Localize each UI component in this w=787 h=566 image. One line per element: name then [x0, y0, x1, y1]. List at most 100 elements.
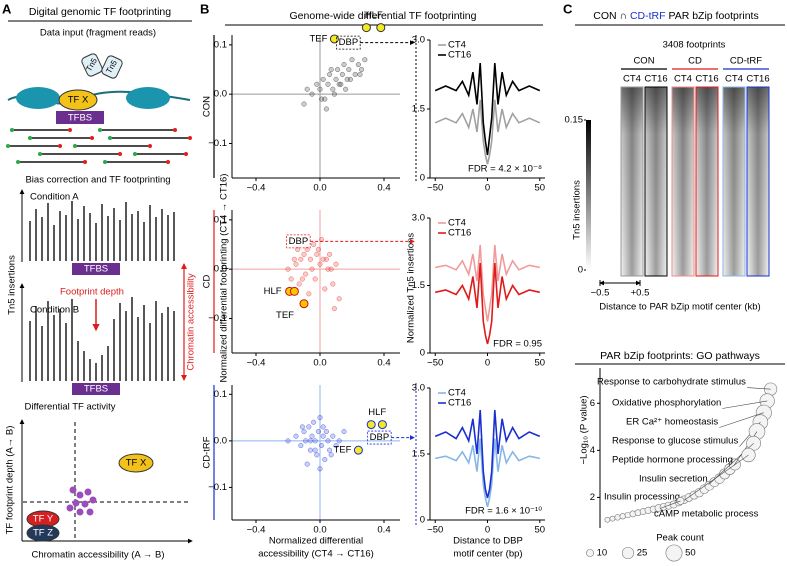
step-title: Data input (fragment reads) [40, 28, 156, 39]
chart-title: PAR bZip footprints: GO pathways [600, 350, 760, 362]
x-tick-label: 0.0 [313, 525, 326, 536]
tf-label: TF X [68, 95, 89, 106]
data-point [319, 442, 325, 449]
panel-b: B Genome-wide differential TF footprinti… [200, 1, 543, 560]
data-point [336, 438, 342, 444]
bubble [609, 515, 616, 522]
tn5 [81, 53, 103, 77]
panel-title: Genome-wide differential TF footprinting [290, 10, 477, 22]
legend-bubble [586, 549, 594, 557]
x-tick-label: 50 [534, 358, 545, 369]
legend-bubble [621, 546, 635, 560]
pathway-label: Response to glucose stimulus [612, 436, 738, 447]
highlight-point [299, 299, 309, 309]
tn5 [101, 55, 123, 79]
panel-label: C [563, 1, 573, 16]
colorbar-title: Tn5 insertions [572, 180, 583, 240]
x-tick-label: −0.4 [247, 183, 266, 194]
tfbs-label: TFBS [84, 384, 108, 395]
data-point [293, 433, 299, 439]
point-label: HLF [365, 10, 383, 21]
heatmap-center [621, 87, 643, 276]
x-tick-label: 0.4 [377, 183, 390, 194]
legend-label: 50 [685, 548, 696, 559]
data-point [304, 86, 310, 92]
highlight-point [366, 420, 376, 430]
heatmap-center [696, 87, 718, 276]
data-point [330, 86, 336, 92]
legend-label: 10 [597, 548, 608, 559]
legend-title: Peak count [656, 533, 704, 544]
highlight-point [361, 23, 371, 33]
title-part: CD-tRF [630, 10, 666, 22]
highlight-point [353, 445, 363, 455]
highlight-point [376, 23, 386, 33]
data-point [338, 81, 344, 87]
y-axis-label: Tn5 insertions [7, 255, 18, 315]
data-point [307, 438, 313, 444]
point-label: TEF [333, 445, 351, 456]
column-label: CT4 [674, 74, 692, 85]
nucleosome [126, 87, 170, 109]
point-label: DBP [339, 37, 359, 48]
x-axis-label: Normalized differential [269, 536, 363, 547]
data-point [320, 76, 326, 82]
point-label: TEF [276, 310, 294, 321]
legend-label: 25 [637, 548, 648, 559]
profile-line [434, 62, 541, 156]
insertion-bars [29, 201, 175, 261]
legend-bubble [665, 544, 683, 562]
x-axis-label: Chromatin accessibility (A → B) [31, 550, 164, 561]
x-tick-label: 0 [485, 525, 490, 536]
point-label: HLF [264, 286, 282, 297]
pathway-label: Insulin secretion [639, 474, 708, 485]
point-label: DBP [370, 432, 390, 443]
tf-z [26, 524, 60, 542]
legend-label: CT4 [448, 388, 466, 399]
y-tick-label: 0.1 [214, 389, 227, 400]
data-point [317, 466, 323, 472]
legend-label: CT16 [448, 50, 471, 61]
data-point [328, 452, 334, 458]
data-point [299, 424, 305, 430]
data-point [285, 266, 291, 272]
annotation: FDR = 0.95 [493, 339, 542, 350]
y-tick-label: 0.0 [214, 89, 227, 100]
heatmap-center [723, 87, 745, 276]
highlight-point [289, 286, 299, 296]
tf-x [58, 89, 98, 111]
tfbs [56, 111, 104, 124]
x-tick-label: 0.4 [377, 525, 390, 536]
y-axis-label: Normalized Tn5 insertions [406, 233, 417, 343]
data-point [335, 66, 341, 73]
y-tick-label: −0.1 [208, 138, 227, 149]
data-point [299, 276, 305, 282]
data-point [327, 71, 333, 77]
column-label: CT4 [725, 74, 743, 85]
data-point [352, 71, 358, 77]
column-label: CT4 [623, 74, 641, 85]
x-tick-label: 0.0 [313, 183, 326, 194]
heatmap-frame [695, 86, 719, 277]
data-point [295, 246, 301, 252]
data-point [333, 76, 339, 82]
bubble [604, 516, 611, 523]
data-point [323, 106, 329, 112]
bubble [619, 513, 626, 520]
data-point [339, 71, 345, 77]
data-point [285, 438, 291, 444]
data-point [322, 456, 328, 463]
reads [8, 129, 190, 163]
label-box [367, 430, 392, 445]
x-tick-label: −50 [427, 525, 443, 536]
title-part: PAR bZip footprints [666, 10, 759, 22]
panel-title: Digital genomic TF footprinting [29, 6, 171, 18]
data-point [362, 57, 368, 63]
condition-label: Condition B [30, 305, 79, 316]
column-label: CT16 [644, 74, 667, 85]
pathway-label: cAMP metabolic process [654, 509, 759, 520]
heatmap-frame [671, 86, 695, 277]
pathway-label: ER Ca²⁺ homeostasis [626, 417, 718, 428]
point-label: HLF [368, 407, 386, 418]
label-box [336, 35, 361, 50]
